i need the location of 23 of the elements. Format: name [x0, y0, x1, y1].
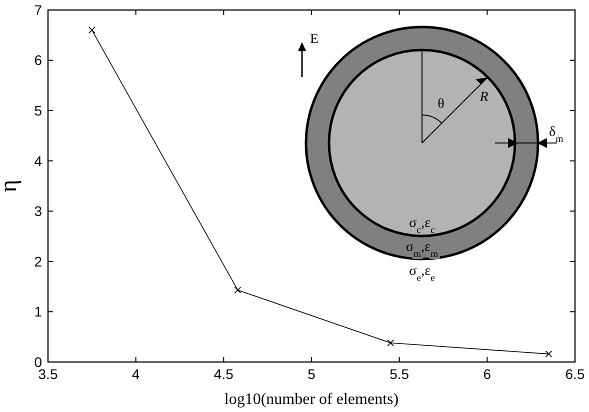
- point: [387, 339, 394, 346]
- x-tick-label: 4: [132, 366, 140, 382]
- point: [88, 26, 96, 34]
- x-tick-label: 6.5: [565, 366, 585, 382]
- annotation: σ$_{e}$,ε$_{e}$: [409, 264, 436, 284]
- annotation: E: [310, 32, 319, 47]
- y-tick-label: 5: [34, 102, 42, 118]
- x-tick-label: 4.5: [214, 366, 234, 382]
- y-tick-label: 6: [34, 52, 42, 68]
- x-tick-label: 5.5: [390, 366, 410, 382]
- annotation: δ$_{m}$: [549, 125, 564, 144]
- y-tick-label: 3: [34, 203, 42, 220]
- point: [545, 350, 552, 358]
- x-axis-title: log10(number of elements): [224, 391, 399, 408]
- annotation: σ$_{c}$,ε$_{c}$: [409, 216, 436, 236]
- point: [234, 286, 242, 294]
- x-tick-label: 6: [483, 366, 492, 382]
- y-tick-label: 7: [34, 2, 42, 18]
- y-tick-label: 1: [34, 304, 42, 320]
- y-tick-label: 2: [34, 253, 42, 270]
- y-tick-label: 4: [34, 152, 42, 169]
- x-tick-label: 5: [308, 366, 316, 382]
- y-axis-title: η: [0, 180, 22, 192]
